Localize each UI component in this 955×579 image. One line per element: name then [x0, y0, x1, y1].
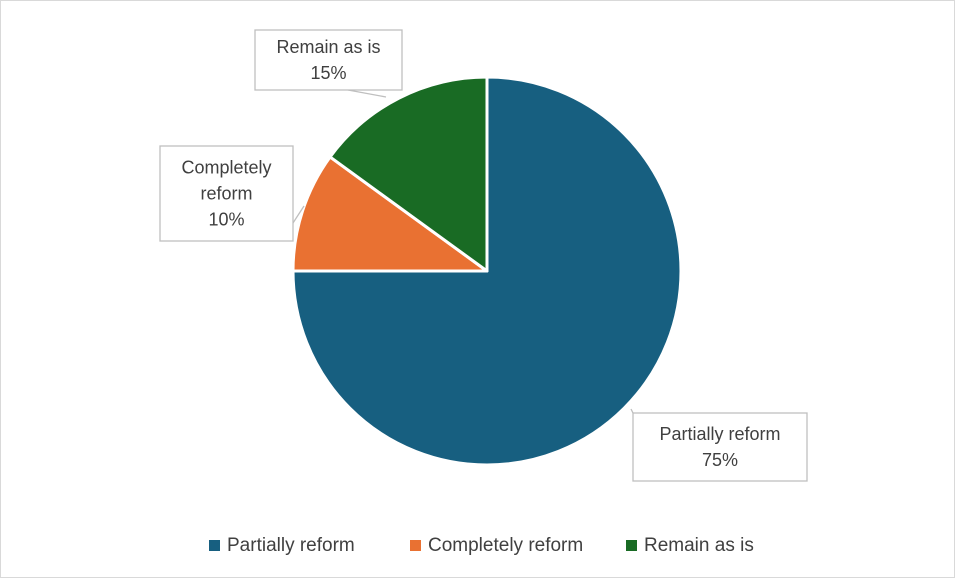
callout-box-completely-reform	[159, 145, 294, 242]
leader-line-remain-as-is	[347, 89, 387, 98]
leader-line-partially-reform	[630, 408, 634, 414]
leader-lines	[292, 89, 634, 414]
legend: Partially reform Completely reform Remain …	[209, 535, 754, 556]
legend-swatch-partially-reform	[209, 540, 220, 551]
legend-label-partially-reform: Partially reform	[227, 535, 355, 556]
pie-slice-remain-as-is	[328, 75, 489, 273]
data-label-completely-reform: Completely reform 10%	[181, 158, 271, 230]
legend-label-remain-as-is: Remain as is	[644, 535, 754, 556]
pie-slice-partially-reform	[291, 75, 683, 467]
legend-swatch-remain-as-is	[626, 540, 637, 551]
callout-box-partially-reform	[632, 412, 808, 482]
callout-box-remain-as-is	[254, 29, 403, 91]
data-label-partially-reform: Partially reform 75%	[659, 424, 780, 470]
leader-line-completely-reform	[292, 205, 305, 224]
legend-label-completely-reform: Completely reform	[428, 535, 583, 556]
data-label-remain-as-is: Remain as is 15%	[276, 37, 380, 83]
data-labels: Partially reform 75% Completely reform 10% Re…	[159, 29, 808, 482]
slices-layer	[291, 75, 683, 467]
legend-swatch-completely-reform	[410, 540, 421, 551]
pie-slice-completely-reform	[291, 155, 489, 273]
